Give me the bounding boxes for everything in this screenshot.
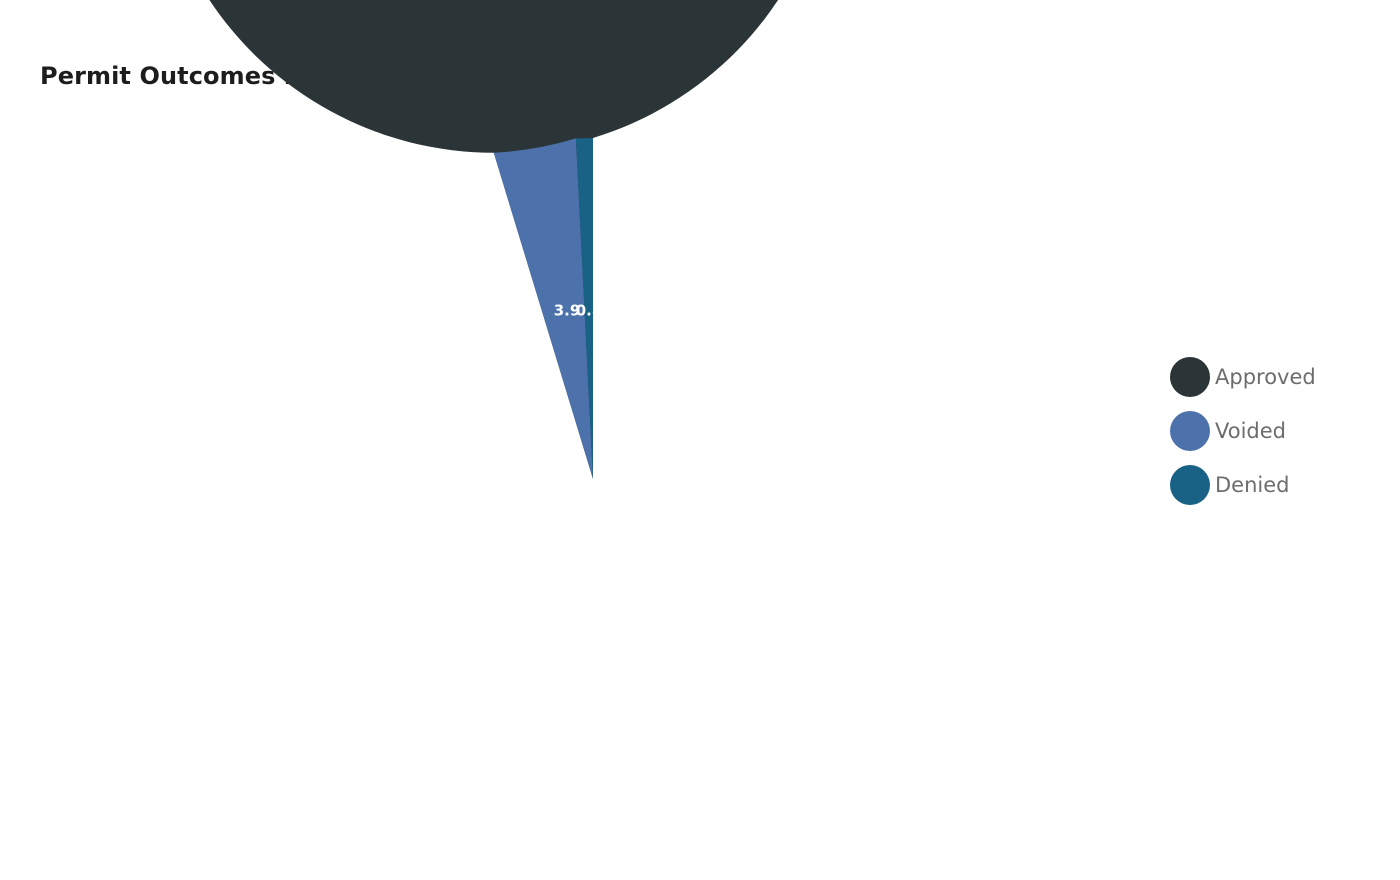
pie-slice-group: [153, 0, 835, 479]
pie-label-group: 95.3 3.90.8: [554, 302, 637, 655]
legend-label: Approved: [1215, 364, 1316, 389]
pie-slice-label-approved: 95.3: [599, 637, 636, 655]
pie-slice-voided[interactable]: [493, 138, 593, 479]
legend-label: Denied: [1215, 472, 1290, 497]
pie-slice-denied[interactable]: [575, 138, 593, 479]
pie-slice-label-voided: 3.9: [554, 302, 581, 320]
legend-item-denied[interactable]: Denied: [1170, 465, 1316, 505]
legend-swatch-approved-icon: [1170, 357, 1210, 397]
chart-legend: Approved Voided Denied: [1170, 357, 1316, 505]
legend-label: Voided: [1215, 418, 1286, 443]
legend-swatch-denied-icon: [1170, 465, 1210, 505]
pie-slice-label-denied: 0.8: [576, 302, 603, 320]
legend-swatch-voided-icon: [1170, 411, 1210, 451]
pie-slice-approved[interactable]: [153, 0, 835, 479]
legend-item-approved[interactable]: Approved: [1170, 357, 1316, 397]
legend-item-voided[interactable]: Voided: [1170, 411, 1316, 451]
